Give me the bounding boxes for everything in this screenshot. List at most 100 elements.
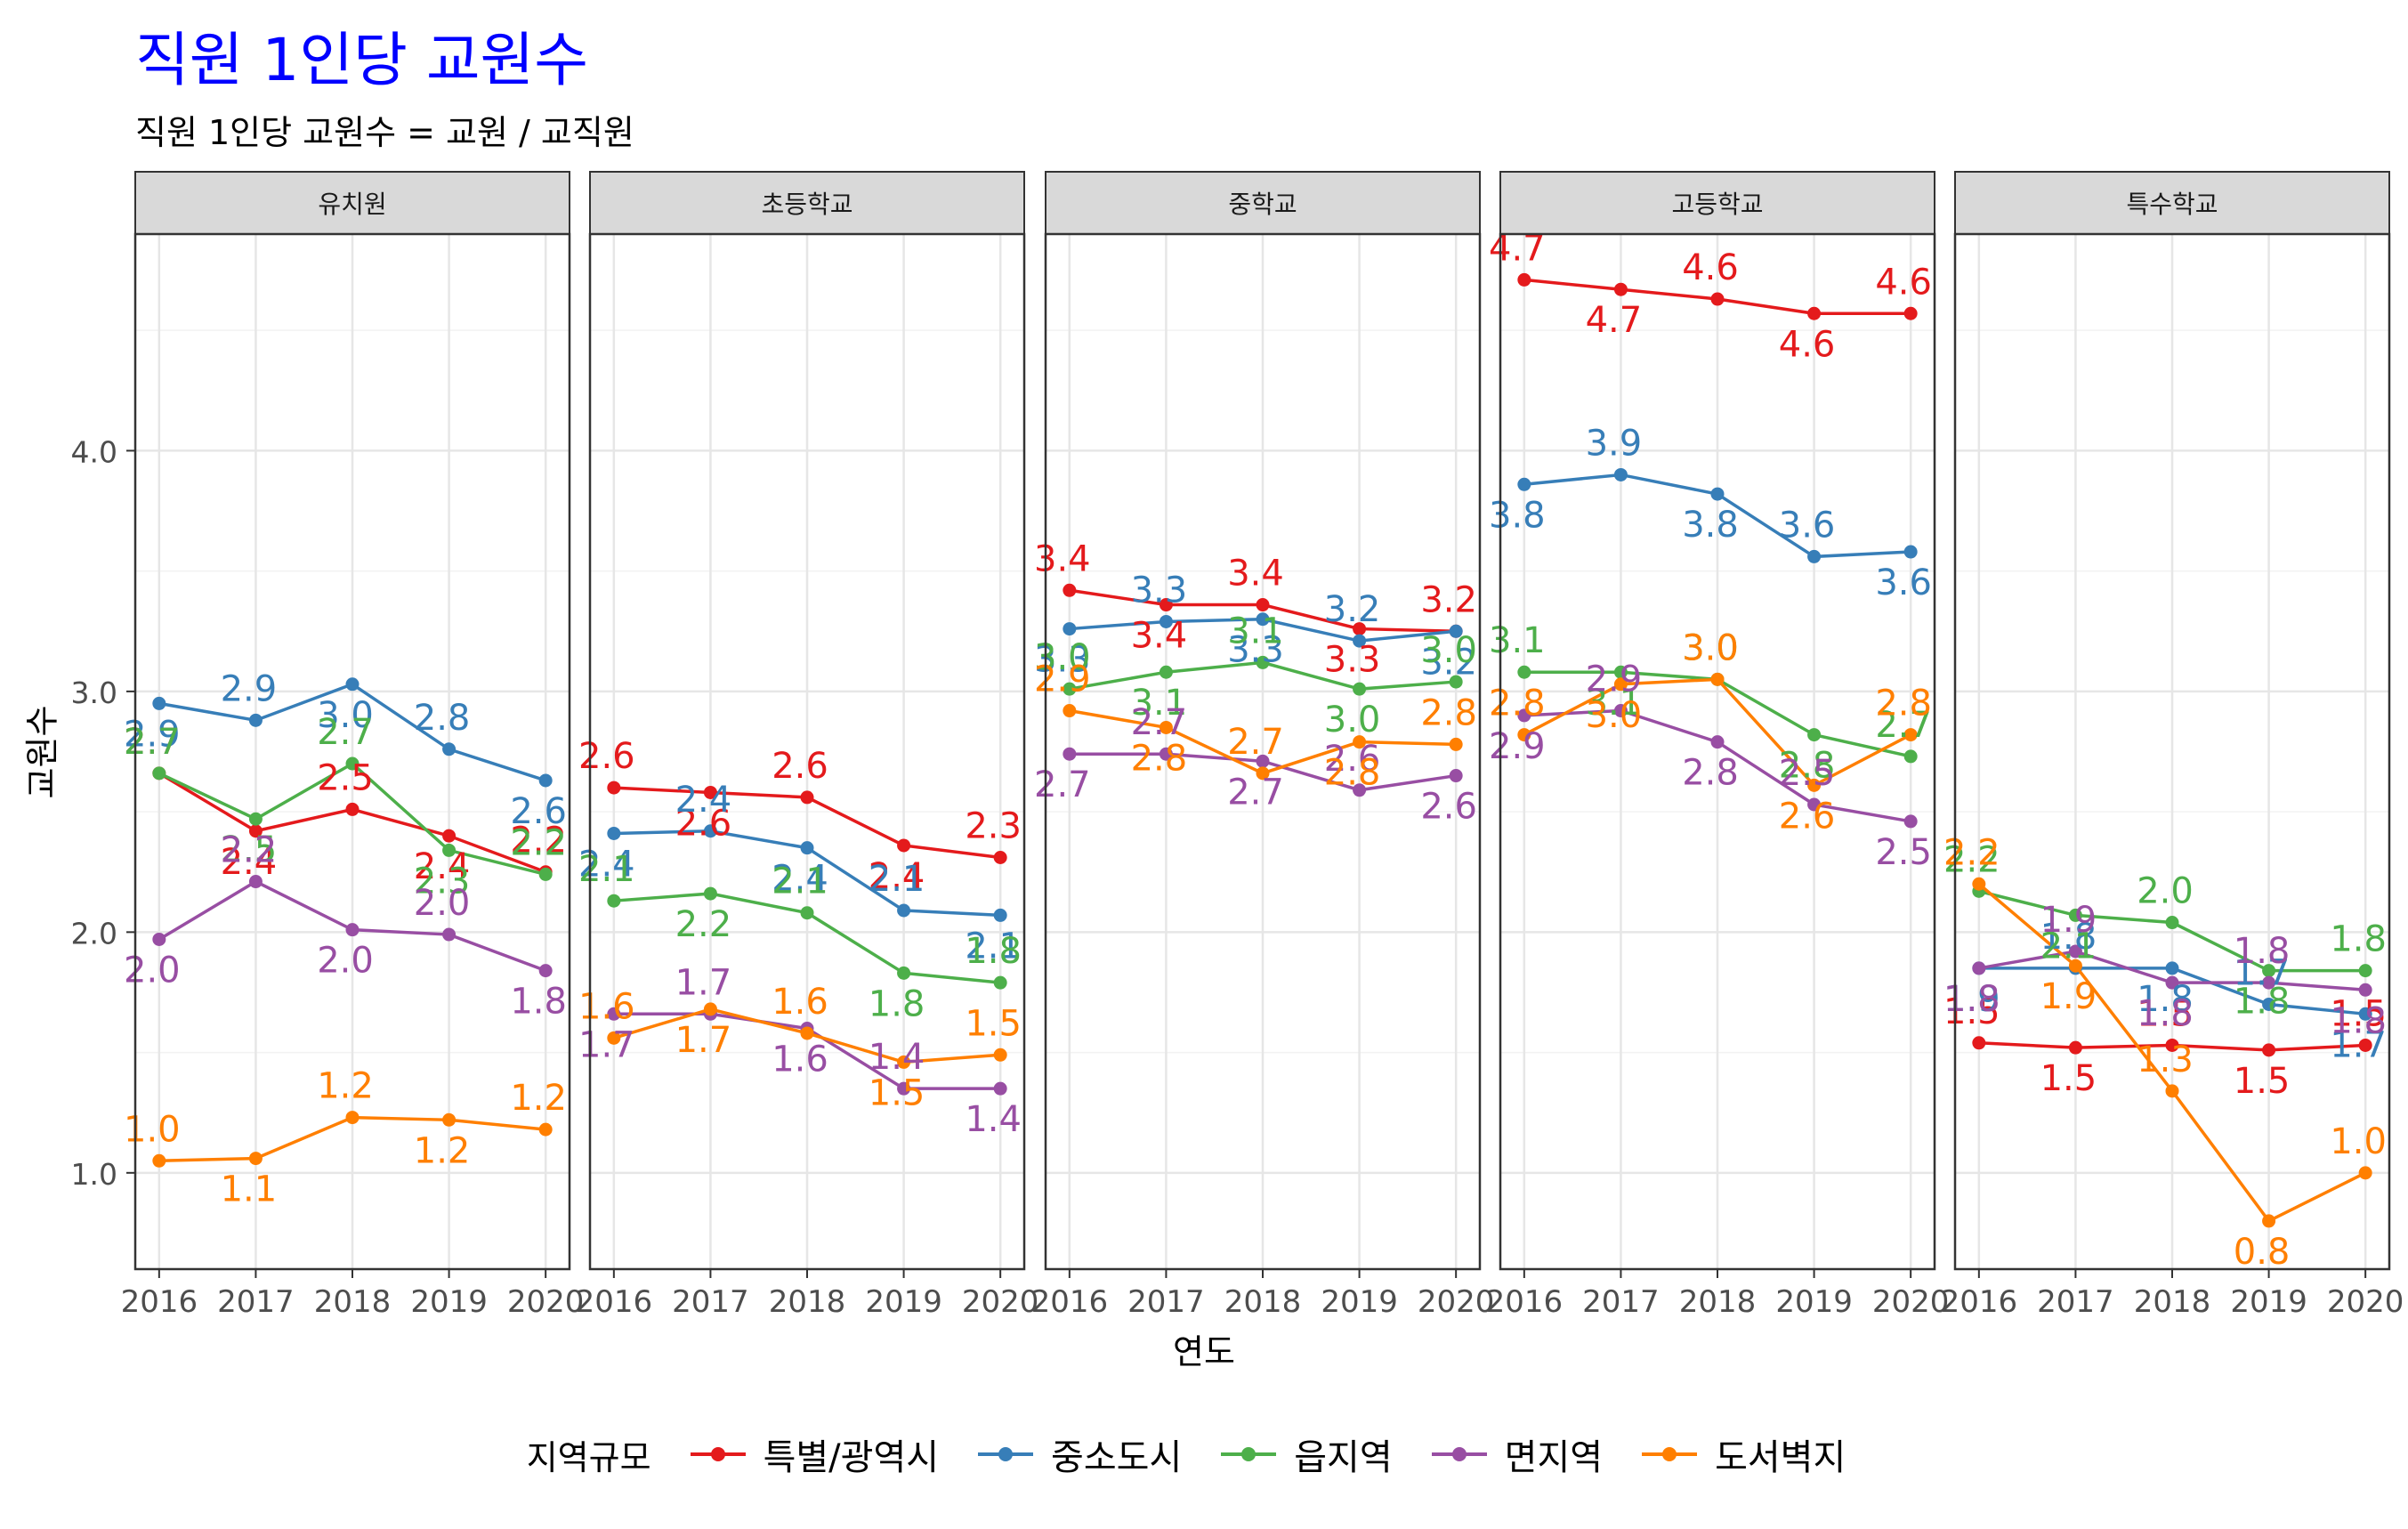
- data-point: [1159, 747, 1173, 761]
- data-label: 2.7: [1034, 764, 1091, 805]
- legend-label: 중소도시: [1051, 1437, 1183, 1478]
- data-point: [2165, 916, 2179, 930]
- data-point: [248, 824, 263, 838]
- data-label: 1.5: [2234, 1061, 2291, 1102]
- data-point: [1449, 624, 1463, 638]
- data-point: [1807, 778, 1822, 792]
- data-point: [1710, 735, 1725, 749]
- data-label: 3.3: [1034, 640, 1091, 681]
- data-point: [1353, 783, 1367, 797]
- data-label: 3.2: [1420, 579, 1477, 620]
- chart-subtitle: 직원 1인당 교원수 = 교원 / 교직원: [135, 113, 634, 152]
- data-point: [2358, 964, 2372, 978]
- x-tick-label: 2016: [576, 1284, 653, 1320]
- data-point: [993, 908, 1007, 922]
- data-point: [2068, 1040, 2082, 1055]
- data-label: 2.0: [124, 950, 181, 991]
- data-point: [800, 1026, 814, 1040]
- data-point: [607, 1031, 621, 1045]
- x-tick-label: 2019: [865, 1284, 942, 1320]
- data-point: [2068, 944, 2082, 959]
- data-point: [1807, 797, 1822, 812]
- data-point: [1710, 487, 1725, 501]
- data-label: 1.8: [2234, 931, 2291, 972]
- legend-item: 면지역: [1428, 1428, 1603, 1480]
- data-label: 1.1: [221, 1169, 278, 1210]
- data-point: [1353, 634, 1367, 648]
- data-point: [538, 867, 553, 881]
- data-point: [442, 927, 457, 942]
- data-label: 3.0: [317, 695, 374, 736]
- data-label: 3.2: [1420, 642, 1477, 683]
- data-label: 3.4: [1131, 616, 1188, 657]
- data-label: 1.8: [2137, 993, 2194, 1034]
- data-point: [1613, 665, 1628, 679]
- facet-strip: [1045, 171, 1481, 235]
- data-label: 1.7: [675, 962, 732, 1003]
- data-point: [538, 773, 553, 788]
- data-label: 2.8: [414, 698, 471, 739]
- data-label: 4.6: [1779, 324, 1836, 365]
- data-point: [1710, 672, 1725, 686]
- data-point: [993, 851, 1007, 865]
- data-label: 2.6: [1779, 796, 1836, 837]
- data-label: 1.8: [1943, 979, 2000, 1020]
- legend-item: 도서벽지: [1638, 1428, 1846, 1480]
- data-label: 3.1: [1131, 683, 1188, 724]
- data-point: [1613, 677, 1628, 692]
- data-point: [345, 677, 360, 692]
- facet-panel-4: 특수학교1.51.51.51.51.51.91.81.81.71.72.22.1…: [1941, 171, 2404, 1320]
- data-point: [1063, 704, 1077, 718]
- data-label: 2.2: [675, 904, 732, 945]
- data-point: [2165, 975, 2179, 990]
- data-label: 2.1: [965, 926, 1022, 967]
- data-point: [442, 829, 457, 843]
- x-tick-label: 2018: [1679, 1284, 1757, 1320]
- facet-strip: [1499, 171, 1935, 235]
- x-tick-label: 2020: [507, 1284, 585, 1320]
- data-point: [2358, 1038, 2372, 1052]
- data-label: 2.8: [1779, 746, 1836, 787]
- x-tick-label: 2016: [1486, 1284, 1564, 1320]
- x-axis-title: 연도: [1173, 1332, 1235, 1371]
- data-label: 2.0: [414, 883, 471, 924]
- data-point: [2165, 1084, 2179, 1098]
- data-label: 2.1: [2040, 926, 2097, 967]
- x-tick-label: 2020: [1872, 1284, 1950, 1320]
- legend-label: 읍지역: [1294, 1437, 1393, 1478]
- data-point: [345, 923, 360, 937]
- data-label: 1.9: [2040, 900, 2097, 941]
- legend-key: [1638, 1436, 1701, 1472]
- data-label: 3.0: [1682, 627, 1739, 668]
- data-label: 1.5: [965, 1003, 1022, 1044]
- data-point: [152, 1153, 166, 1168]
- data-label: 2.5: [317, 757, 374, 798]
- data-label: 2.6: [510, 791, 567, 832]
- data-point: [1449, 737, 1463, 751]
- data-point: [1449, 769, 1463, 783]
- data-label: 1.6: [578, 986, 635, 1027]
- legend-label: 면지역: [1504, 1437, 1604, 1478]
- x-tick-label: 2018: [2134, 1284, 2211, 1320]
- data-label: 2.4: [578, 844, 635, 885]
- data-label: 2.8: [1324, 753, 1381, 794]
- data-label: 2.4: [675, 780, 732, 821]
- x-tick-label: 2016: [1031, 1284, 1109, 1320]
- data-label: 2.9: [221, 668, 278, 709]
- data-point: [1256, 598, 1270, 612]
- data-point: [897, 966, 911, 980]
- data-point: [607, 1007, 621, 1021]
- y-tick-label: 1.0: [71, 1157, 117, 1192]
- data-point: [1256, 612, 1270, 627]
- data-point: [1903, 545, 1918, 559]
- data-label: 2.6: [675, 803, 732, 844]
- data-label: 1.5: [2137, 993, 2194, 1034]
- data-label: 2.8: [1131, 738, 1188, 779]
- data-point: [1972, 877, 1986, 891]
- x-tick-label: 2018: [1224, 1284, 1302, 1320]
- data-point: [345, 802, 360, 816]
- data-label: 2.6: [578, 736, 635, 777]
- data-point: [1807, 549, 1822, 563]
